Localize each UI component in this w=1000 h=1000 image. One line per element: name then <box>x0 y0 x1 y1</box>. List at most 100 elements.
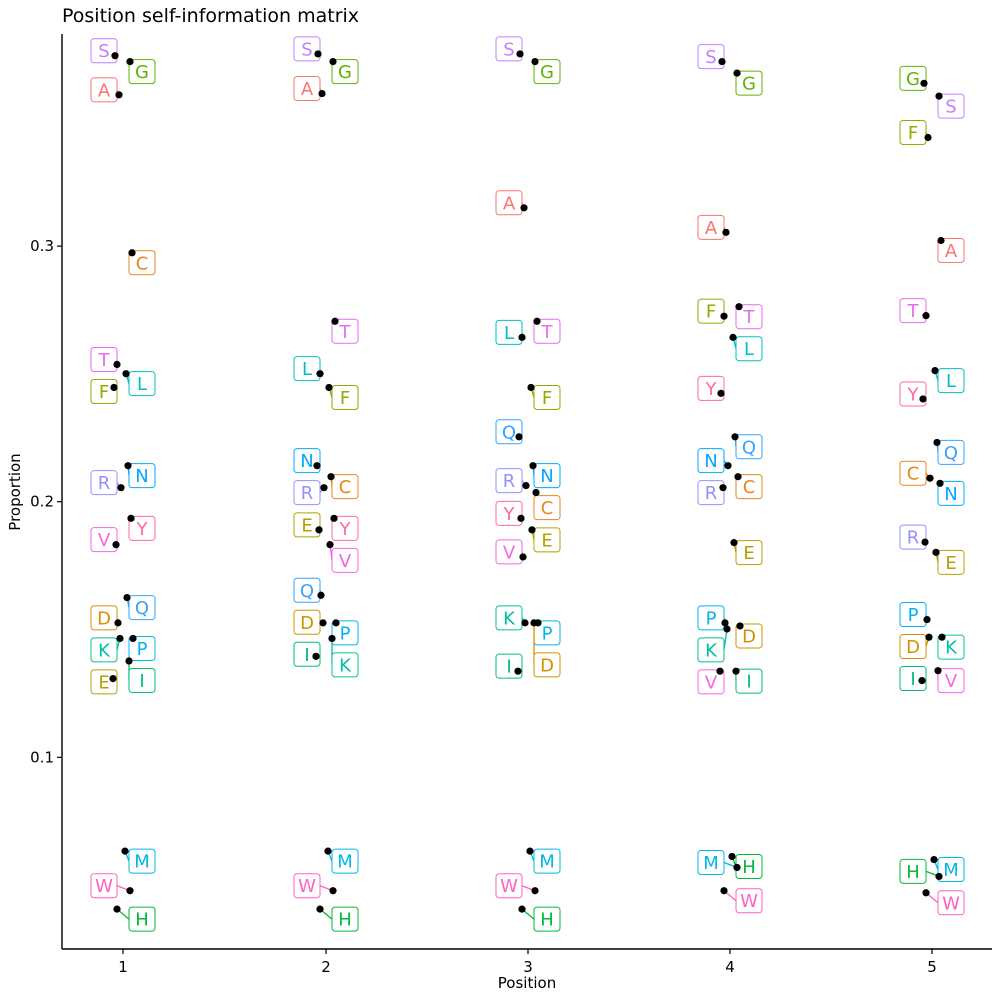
label-text: N <box>704 451 717 472</box>
label-text: A <box>503 193 516 214</box>
point-label-E: E <box>293 512 321 538</box>
x-tick-label: 2 <box>321 958 331 976</box>
label-box <box>735 888 763 914</box>
data-point-D <box>319 619 327 627</box>
point-label-G: G <box>899 65 927 91</box>
label-box <box>128 250 156 276</box>
point-label-S: S <box>697 44 725 70</box>
data-point-F <box>720 312 728 320</box>
point-label-I: I <box>735 668 763 694</box>
point-label-N: N <box>127 463 156 489</box>
data-point-V <box>934 667 942 675</box>
data-point-S <box>935 92 943 100</box>
label-text: L <box>137 374 147 395</box>
point-label-A: A <box>937 238 965 264</box>
label-text: T <box>907 301 920 322</box>
data-point-N <box>936 479 944 487</box>
data-point-K <box>521 619 529 627</box>
point-label-K: K <box>331 638 359 678</box>
label-box <box>90 378 118 404</box>
point-label-Q: Q <box>495 419 523 445</box>
label-box <box>697 480 725 506</box>
label-box <box>533 59 561 85</box>
label-text: Y <box>705 379 718 400</box>
label-box <box>128 667 156 693</box>
point-label-W: W <box>723 888 763 914</box>
label-text: A <box>301 79 314 100</box>
label-box <box>735 304 763 330</box>
data-point-F <box>924 133 932 142</box>
label-box <box>90 527 118 553</box>
point-label-P: P <box>331 620 359 646</box>
label-box <box>937 549 965 575</box>
label-text: R <box>301 483 314 504</box>
point-label-M: M <box>529 848 561 874</box>
label-text: M <box>337 852 353 873</box>
label-box <box>90 873 118 899</box>
data-point-V <box>716 667 724 675</box>
label-text: D <box>906 637 920 658</box>
data-point-P <box>332 619 340 627</box>
data-point-T <box>922 312 930 320</box>
data-point-L <box>518 333 526 341</box>
label-box <box>128 906 156 932</box>
label-text: W <box>95 876 113 897</box>
data-point-S <box>516 50 524 58</box>
data-point-L <box>316 370 324 378</box>
label-box <box>293 356 321 382</box>
label-text: F <box>99 382 109 403</box>
label-text: Q <box>135 598 149 619</box>
label-text: I <box>304 645 309 666</box>
label-box <box>331 384 359 410</box>
label-box <box>899 65 927 91</box>
label-box <box>899 858 927 884</box>
label-box <box>495 539 523 565</box>
data-point-V <box>519 553 527 561</box>
label-text: E <box>98 672 109 693</box>
y-axis-ticks: 0.1 0.2 0.3 <box>30 237 62 766</box>
point-label-F: F <box>530 384 561 410</box>
label-box <box>533 495 561 521</box>
label-text: M <box>134 852 150 873</box>
point-label-M: M <box>933 857 965 883</box>
data-point-Y <box>330 514 338 522</box>
label-box <box>937 368 965 394</box>
point-label-F: F <box>90 378 118 404</box>
data-point-Y <box>717 389 725 397</box>
data-point-L <box>122 370 130 378</box>
data-point-M <box>121 847 129 855</box>
label-text: P <box>340 623 351 644</box>
point-label-Q: Q <box>936 439 965 465</box>
data-point-N <box>724 462 732 470</box>
x-tick-label: 1 <box>118 958 128 976</box>
label-text: A <box>98 80 111 101</box>
data-point-L <box>729 333 737 341</box>
point-label-Q: Q <box>126 595 156 621</box>
label-box <box>293 36 321 62</box>
point-label-L: L <box>293 356 321 382</box>
label-box <box>90 605 118 631</box>
point-label-V: V <box>329 544 359 573</box>
label-text: K <box>705 640 718 661</box>
label-box <box>735 474 763 500</box>
label-box <box>495 500 523 526</box>
label-text: C <box>136 253 149 274</box>
point-label-R: R <box>495 468 527 494</box>
label-text: R <box>907 528 920 549</box>
data-point-P <box>721 619 729 627</box>
data-point-Y <box>919 395 927 403</box>
point-label-T: T <box>735 304 763 330</box>
point-label-M: M <box>697 849 738 875</box>
point-label-C: C <box>330 474 359 500</box>
label-box <box>697 375 725 401</box>
point-label-T: T <box>331 318 359 344</box>
data-point-H <box>935 872 943 881</box>
label-box <box>495 605 523 631</box>
data-point-F <box>325 383 333 392</box>
point-label-D: D <box>293 609 324 635</box>
point-label-R: R <box>899 524 927 550</box>
x-tick-label: 3 <box>523 958 533 976</box>
data-point-K <box>938 633 946 641</box>
label-text: T <box>541 322 554 343</box>
